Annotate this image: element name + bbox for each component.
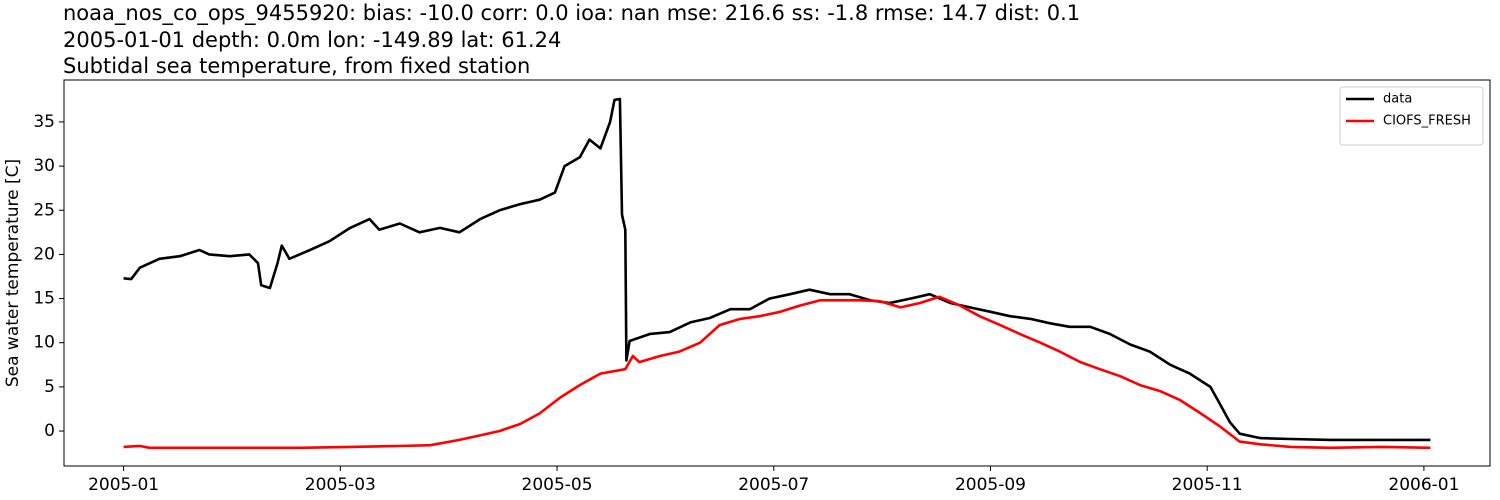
y-tick-label: 10 [33,333,55,353]
x-tick-label: 2005-11 [1172,475,1243,495]
x-tick-label: 2005-09 [955,475,1026,495]
chart-subtitle: 2005-01-01 depth: 0.0m lon: -149.89 lat:… [63,28,561,52]
y-axis-label: Sea water temperature [C] [3,159,23,387]
y-tick-label: 20 [33,244,55,264]
x-tick-label: 2005-01 [88,475,159,495]
series-line [123,295,1431,450]
x-tick-label: 2005-03 [305,475,376,495]
legend-label: data [1383,92,1412,107]
y-tick-label: 35 [33,112,55,132]
x-tick-label: 2006-01 [1388,475,1459,495]
plot-frame [63,79,1491,467]
x-tick-label: 2005-07 [738,475,809,495]
chart-subtitle: Subtidal sea temperature, from fixed sta… [63,54,530,78]
chart-title: noaa_nos_co_ops_9455920: bias: -10.0 cor… [63,1,1080,26]
y-tick-label: 0 [44,421,55,441]
legend-box [1339,86,1484,146]
x-tick-label: 2005-05 [522,475,593,495]
y-tick-label: 5 [44,377,55,397]
legend-label: CIOFS_FRESH [1383,114,1471,129]
series-line [123,97,1431,442]
y-tick-label: 15 [33,289,55,309]
y-tick-label: 30 [33,156,55,176]
y-tick-label: 25 [33,200,55,220]
